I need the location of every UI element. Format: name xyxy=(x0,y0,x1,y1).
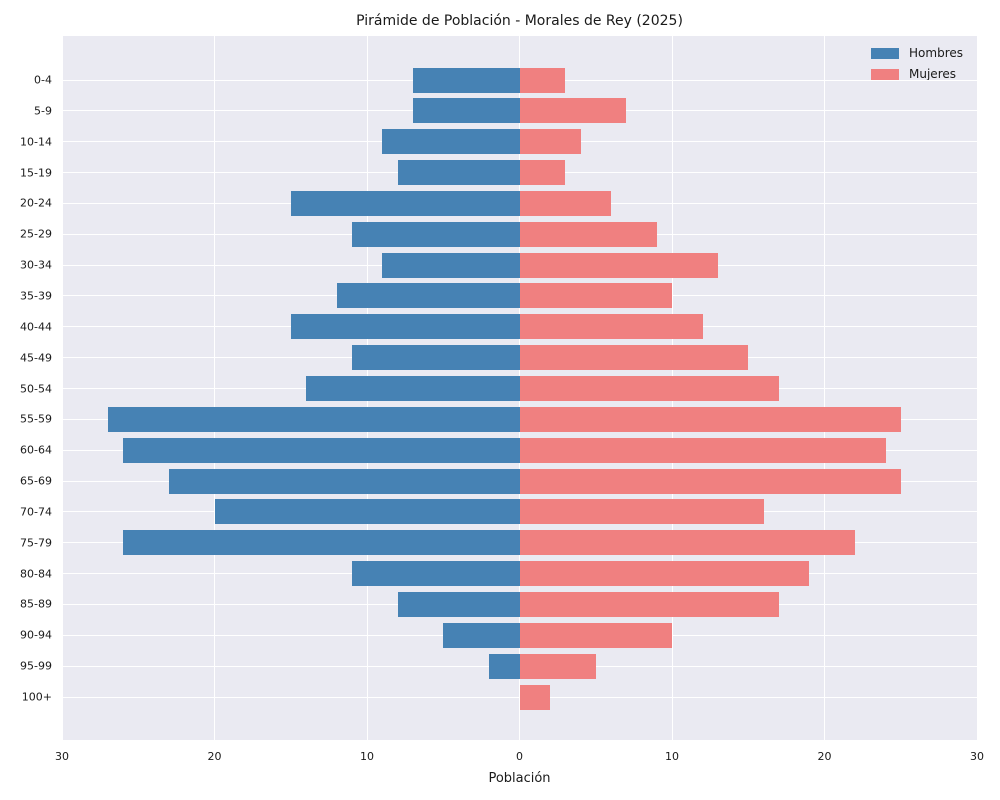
y-tick-label: 75-79 xyxy=(20,536,52,550)
y-tick-label: 55-59 xyxy=(20,412,52,426)
bar-hombres-50-54 xyxy=(306,376,520,401)
y-tick-label: 35-39 xyxy=(20,289,52,303)
bar-mujeres-45-49 xyxy=(519,345,749,371)
bar-mujeres-50-54 xyxy=(519,376,779,401)
bar-mujeres-25-29 xyxy=(519,221,657,247)
bar-mujeres-0-4 xyxy=(519,67,566,93)
bar-mujeres-20-24 xyxy=(519,190,611,216)
y-tick-label: 100+ xyxy=(21,690,52,704)
bar-mujeres-10-14 xyxy=(519,129,581,155)
x-tick-label: 0 xyxy=(516,750,523,763)
bar-hombres-40-44 xyxy=(290,314,520,340)
bar-hombres-90-94 xyxy=(443,622,520,648)
bar-hombres-20-24 xyxy=(290,190,520,216)
legend: Hombres Mujeres xyxy=(871,46,963,81)
x-axis-ticks: 30 20 10 0 10 20 30 xyxy=(55,750,984,766)
bar-hombres-65-69 xyxy=(168,468,520,494)
bar-hombres-15-19 xyxy=(397,160,520,186)
x-tick-label: 20 xyxy=(207,750,222,763)
x-tick-label: 30 xyxy=(55,750,69,763)
legend-item-mujeres: Mujeres xyxy=(871,67,963,81)
bar-mujeres-80-84 xyxy=(519,561,810,587)
y-tick-label: 10-14 xyxy=(20,135,52,149)
legend-label-mujeres: Mujeres xyxy=(909,67,956,81)
bar-mujeres-75-79 xyxy=(519,530,855,556)
y-tick-label: 60-64 xyxy=(20,443,52,457)
x-axis-title: Población xyxy=(488,771,551,786)
x-tick-label: 20 xyxy=(817,750,832,763)
bar-mujeres-100+ xyxy=(519,684,550,710)
bar-mujeres-90-94 xyxy=(519,622,672,648)
bar-mujeres-15-19 xyxy=(519,160,566,186)
bar-mujeres-35-39 xyxy=(519,283,672,309)
y-tick-label: 15-19 xyxy=(20,166,52,180)
x-tick-label: 10 xyxy=(360,750,374,763)
bar-mujeres-5-9 xyxy=(519,98,627,124)
y-tick-label: 95-99 xyxy=(20,659,52,673)
bar-mujeres-60-64 xyxy=(519,437,886,463)
bar-hombres-5-9 xyxy=(412,98,520,124)
bar-mujeres-40-44 xyxy=(519,314,703,340)
y-axis-labels: 0-4 5-9 10-14 15-19 20-24 25-29 30-34 35-39 40-4… xyxy=(0,36,52,740)
legend-item-hombres: Hombres xyxy=(871,46,963,60)
bar-hombres-25-29 xyxy=(351,221,520,247)
y-tick-label: 25-29 xyxy=(20,227,52,241)
y-tick-label: 50-54 xyxy=(20,382,52,395)
bar-hombres-80-84 xyxy=(351,561,520,587)
y-tick-label: 45-49 xyxy=(20,351,52,365)
mujeres-color-swatch xyxy=(871,68,900,80)
x-tick-label: 30 xyxy=(970,750,984,763)
y-tick-label: 5-9 xyxy=(34,104,52,118)
bar-hombres-85-89 xyxy=(397,591,520,617)
x-tick-label: 10 xyxy=(665,750,679,763)
y-tick-label: 20-24 xyxy=(20,196,52,210)
y-tick-label: 85-89 xyxy=(20,597,52,611)
legend-label-hombres: Hombres xyxy=(909,46,963,60)
y-tick-label: 30-34 xyxy=(20,258,52,272)
bar-mujeres-70-74 xyxy=(519,499,764,525)
bar-hombres-10-14 xyxy=(382,129,520,155)
bar-mujeres-85-89 xyxy=(519,591,779,617)
bar-hombres-95-99 xyxy=(489,653,520,679)
bar-mujeres-30-34 xyxy=(519,252,718,278)
y-tick-label: 80-84 xyxy=(20,567,52,581)
bar-mujeres-65-69 xyxy=(519,468,901,494)
plot-area: Hombres Mujeres xyxy=(61,36,978,740)
chart-title: Pirámide de Población - Morales de Rey (… xyxy=(356,13,683,29)
y-tick-label: 65-69 xyxy=(20,474,52,488)
y-tick-label: 40-44 xyxy=(20,320,52,334)
bar-hombres-70-74 xyxy=(214,499,520,525)
bar-hombres-0-4 xyxy=(412,67,520,93)
y-tick-label: 70-74 xyxy=(20,505,52,519)
y-tick-label: 90-94 xyxy=(20,628,52,642)
bar-hombres-60-64 xyxy=(123,437,520,463)
bar-hombres-30-34 xyxy=(382,252,520,278)
bar-mujeres-95-99 xyxy=(519,653,596,679)
bar-hombres-55-59 xyxy=(107,406,520,432)
bar-hombres-75-79 xyxy=(123,530,520,556)
vertical-gridline xyxy=(976,36,978,740)
bar-mujeres-55-59 xyxy=(519,406,901,432)
bar-hombres-45-49 xyxy=(351,345,520,371)
bar-hombres-35-39 xyxy=(336,283,520,309)
hombres-color-swatch xyxy=(871,47,900,59)
y-tick-label: 0-4 xyxy=(34,73,52,87)
